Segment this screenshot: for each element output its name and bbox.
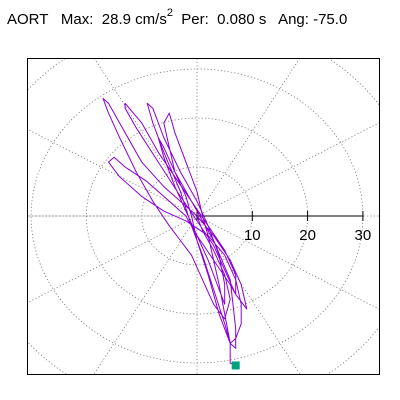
end-marker <box>231 361 240 370</box>
max-label: Max: <box>60 11 94 28</box>
grid-spoke <box>196 122 379 217</box>
max-unit: cm/s <box>135 11 167 28</box>
angle-value: -75.0 <box>313 11 348 28</box>
radial-axis: 10 20 30 <box>28 211 371 244</box>
trace-layer <box>102 97 248 366</box>
radial-tick-label: 20 <box>299 227 316 244</box>
max-value: 28.9 <box>101 11 131 28</box>
radial-tick-label: 10 <box>244 227 261 244</box>
radial-tick-label: 30 <box>355 227 372 244</box>
trace-line <box>102 97 248 366</box>
grid-spoke <box>196 59 300 217</box>
chart-header: AORT Max: 28.9 cm/s2 Per: 0.080 s Ang: -… <box>7 7 348 28</box>
max-unit-exponent: 2 <box>166 7 173 19</box>
period-label: Per: <box>181 11 209 28</box>
channel-label: AORT <box>7 11 49 28</box>
marker-layer <box>231 361 240 370</box>
polar-grid <box>28 59 379 374</box>
grid-ring <box>28 59 379 374</box>
angle-label: Ang: <box>278 11 309 28</box>
plot-frame <box>27 58 380 375</box>
grid-spoke <box>93 215 198 374</box>
period-value: 0.080 s <box>217 11 267 28</box>
